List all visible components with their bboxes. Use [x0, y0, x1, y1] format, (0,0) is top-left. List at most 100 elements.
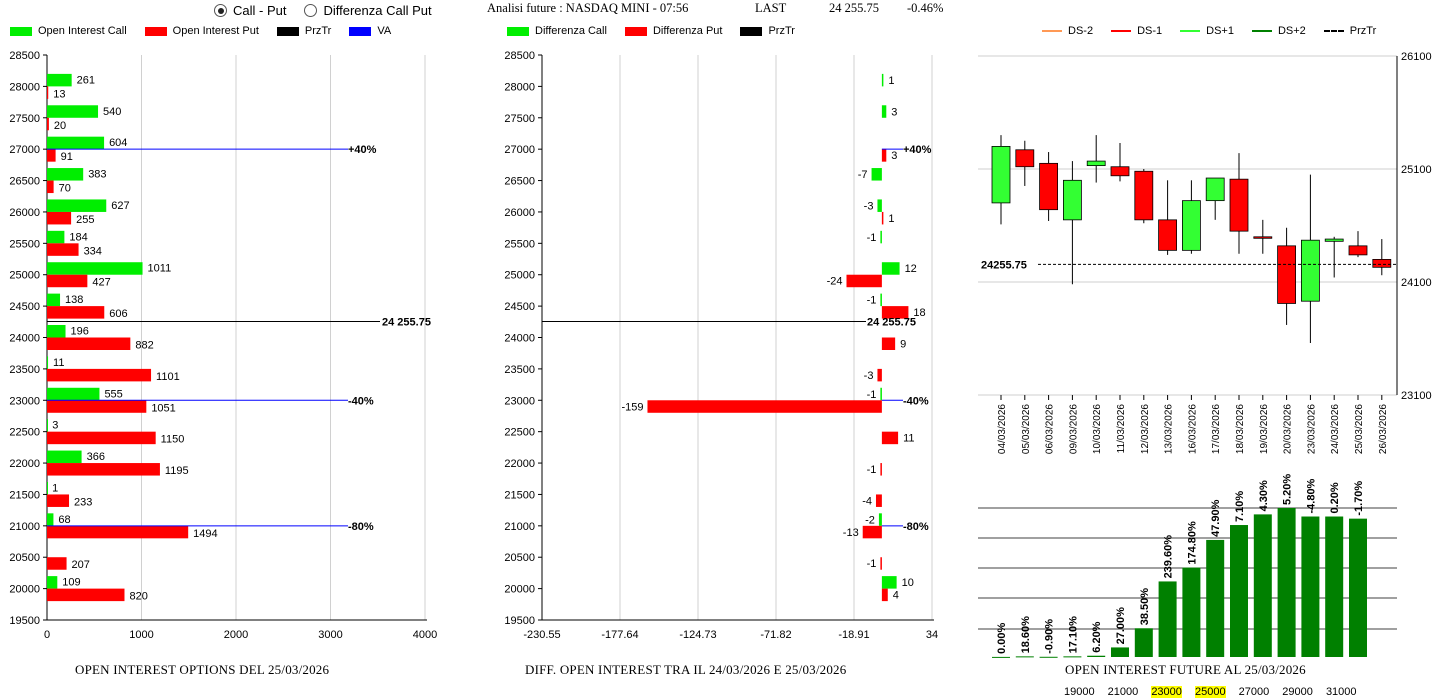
footer-strike: 29000 [1282, 686, 1313, 698]
call-bar [47, 105, 99, 118]
diff-put-bar [862, 525, 882, 539]
call-bar-label: 261 [77, 74, 95, 86]
future-oi-bar [1015, 656, 1034, 658]
put-bar-label: 1051 [151, 402, 175, 414]
y-tick-label: 28500 [9, 50, 40, 62]
legend-diff-prztr: PrzTr [740, 25, 795, 37]
legend-swatch [740, 26, 763, 36]
diff-call-bar-label: 10 [902, 577, 914, 589]
diff-put-bar [875, 494, 882, 507]
strike-footer: 19000 21000 23000 25000 27000 29000 3100… [1064, 686, 1367, 698]
future-oi-bar [992, 656, 1010, 658]
diff-put-bar-label: -1 [867, 558, 877, 570]
diff-put-bar-label: -1 [867, 464, 877, 476]
radio-diff-call-put[interactable]: Differenza Call Put [304, 3, 432, 18]
diff-put-bar [881, 431, 899, 445]
legend-oi-call: Open Interest Call [10, 25, 127, 37]
legend-swatch [276, 26, 299, 36]
candle-body [1301, 239, 1320, 302]
x-tick-label: 25/03/2026 [1354, 404, 1365, 454]
future-oi-label: 4.30% [1258, 480, 1270, 511]
future-oi-bar [1158, 581, 1177, 657]
radio-unselected-icon [304, 4, 318, 17]
call-bar-label: 3 [52, 420, 58, 432]
x-tick-label: 18/03/2026 [1235, 404, 1246, 454]
x-tick-label: 04/03/2026 [997, 404, 1008, 454]
put-bar [47, 400, 147, 413]
legend-label: Open Interest Put [172, 25, 259, 37]
diff-call-bar [881, 262, 900, 275]
diff-put-bar [881, 588, 888, 602]
y-tick-label: 24500 [9, 301, 40, 313]
future-oi-bar [1253, 514, 1272, 657]
legend-line [1042, 30, 1062, 32]
future-oi-bar [1349, 518, 1367, 657]
legend-ds-1: DS-1 [1111, 25, 1162, 37]
put-bar-label: 13 [53, 88, 65, 100]
call-bar [47, 230, 65, 244]
candle-body [1086, 160, 1106, 167]
call-bar [47, 262, 143, 275]
future-oi-label: 38.50% [1139, 588, 1151, 626]
x-tick-label: 3000 [318, 629, 342, 641]
call-bar-label: 11 [53, 357, 64, 369]
radio-selected-icon [214, 4, 227, 17]
diff-put-bar-label: -4 [862, 495, 872, 507]
y-tick-label: 23500 [504, 364, 535, 376]
legend-diff-call: Differenza Call [507, 25, 607, 37]
x-tick-label: 05/03/2026 [1021, 404, 1032, 454]
x-tick-label: 17/03/2026 [1211, 404, 1222, 454]
legend-oi-put: Open Interest Put [144, 25, 259, 37]
y-tick-label: 25100 [1401, 164, 1432, 176]
candle-body [1015, 149, 1035, 168]
candle-body [1229, 178, 1249, 232]
footer-strike: 21000 [1107, 686, 1139, 698]
x-tick-label: 11/03/2026 [1116, 404, 1127, 454]
diff-put-bar [881, 306, 909, 319]
x-tick-label: 24/03/2026 [1330, 404, 1341, 454]
x-tick-label: 19/03/2026 [1259, 404, 1270, 454]
call-bar-label: 109 [62, 577, 80, 589]
candle-body [1253, 236, 1273, 239]
put-bar-label: 820 [129, 591, 147, 603]
call-bar [47, 199, 107, 212]
va-label: +40% [903, 144, 932, 156]
x-tick-label: 23/03/2026 [1306, 404, 1317, 454]
put-bar [47, 337, 131, 350]
y-tick-label: 21500 [504, 489, 535, 501]
put-bar-label: 207 [72, 559, 90, 571]
legend-candle-prztr: PrzTr [1323, 25, 1376, 37]
y-tick-label: 23000 [9, 395, 40, 407]
candle-body [1182, 200, 1201, 251]
put-bar-label: 882 [135, 340, 153, 352]
y-tick-label: 19500 [9, 615, 40, 627]
candle-body [1348, 245, 1368, 256]
va-label: -80% [903, 521, 929, 533]
legend-label: DS+1 [1206, 25, 1234, 37]
put-bar-label: 1101 [156, 371, 180, 383]
radio-call-put[interactable]: Call - Put [214, 3, 286, 18]
y-tick-label: 23500 [9, 364, 40, 376]
candle-body [1039, 162, 1058, 211]
x-tick-label: 12/03/2026 [1140, 404, 1151, 454]
legend-label: Differenza Put [652, 25, 723, 37]
future-oi-label: 174.80% [1186, 521, 1198, 565]
view-mode-selector: Call - Put Differenza Call Put [214, 3, 432, 18]
diff-put-bar-label: 1 [888, 213, 894, 225]
put-bar-label: 1195 [165, 465, 189, 477]
future-oi-bar [1063, 656, 1082, 658]
va-label: +40% [348, 144, 377, 156]
call-bar [47, 136, 105, 150]
x-tick-label: 0 [44, 629, 50, 641]
future-oi-bar [1277, 508, 1296, 657]
put-bar-label: 427 [92, 277, 110, 289]
candle-body [1063, 179, 1082, 221]
va-label: -40% [903, 395, 929, 407]
diff-put-bar-label: 3 [891, 150, 897, 162]
diff-call-bar-label: 12 [905, 263, 917, 275]
candle-body [1324, 238, 1344, 242]
call-bar-label: 366 [87, 451, 105, 463]
price-line-label: 24 255.75 [382, 316, 431, 328]
x-tick-label: 34 [926, 629, 938, 641]
legend-ds-2: DS-2 [1042, 25, 1093, 37]
